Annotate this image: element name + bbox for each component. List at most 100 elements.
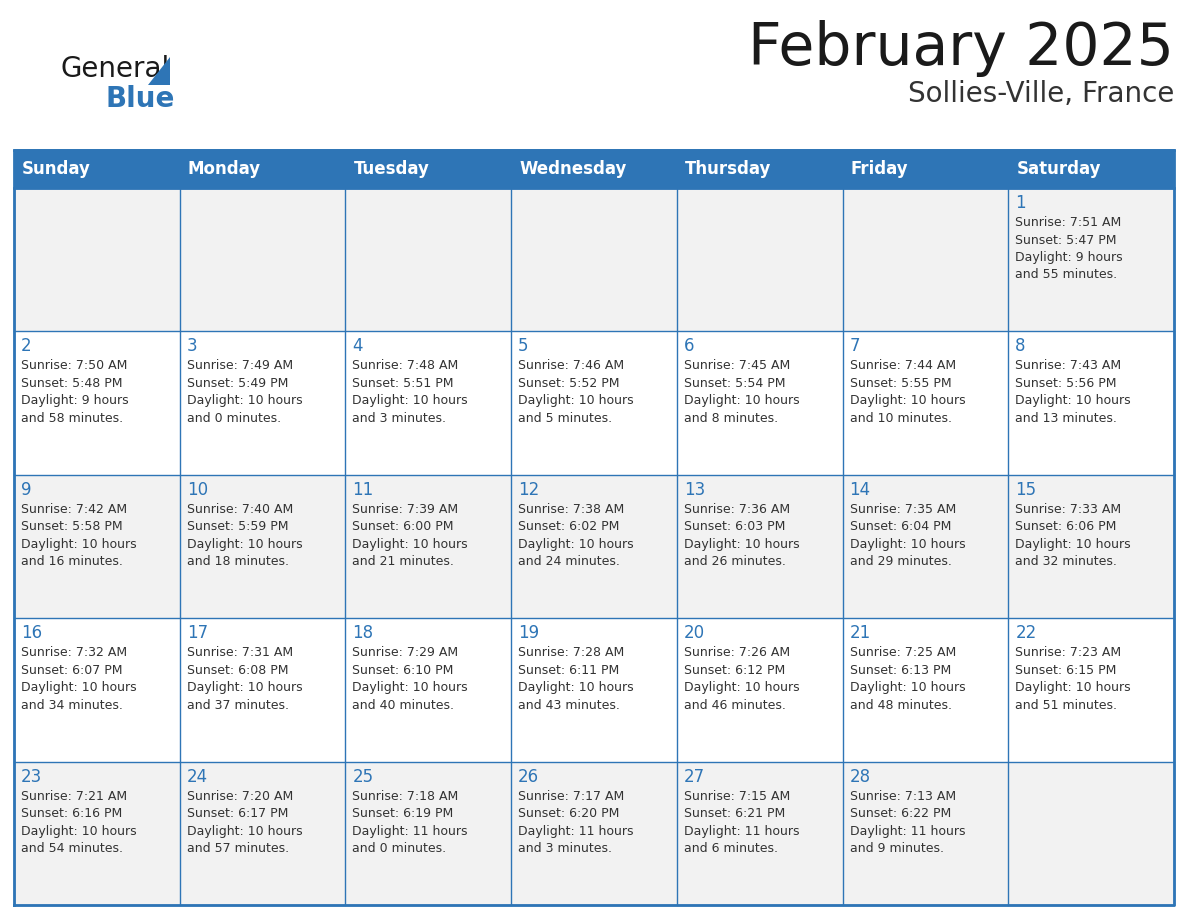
FancyBboxPatch shape (346, 762, 511, 905)
Text: 21: 21 (849, 624, 871, 643)
FancyBboxPatch shape (14, 150, 179, 188)
Text: 12: 12 (518, 481, 539, 498)
FancyBboxPatch shape (677, 762, 842, 905)
Text: 26: 26 (518, 767, 539, 786)
FancyBboxPatch shape (677, 188, 842, 331)
Text: Sunrise: 7:43 AM
Sunset: 5:56 PM
Daylight: 10 hours
and 13 minutes.: Sunrise: 7:43 AM Sunset: 5:56 PM Dayligh… (1016, 360, 1131, 425)
Text: 11: 11 (353, 481, 374, 498)
FancyBboxPatch shape (179, 150, 346, 188)
Text: General: General (61, 55, 169, 83)
FancyBboxPatch shape (842, 618, 1009, 762)
Text: 13: 13 (684, 481, 706, 498)
Text: Sunrise: 7:13 AM
Sunset: 6:22 PM
Daylight: 11 hours
and 9 minutes.: Sunrise: 7:13 AM Sunset: 6:22 PM Dayligh… (849, 789, 965, 855)
Text: Sunday: Sunday (23, 160, 90, 178)
Text: Friday: Friday (851, 160, 908, 178)
FancyBboxPatch shape (511, 188, 677, 331)
Text: Sunrise: 7:20 AM
Sunset: 6:17 PM
Daylight: 10 hours
and 57 minutes.: Sunrise: 7:20 AM Sunset: 6:17 PM Dayligh… (187, 789, 302, 855)
Text: Sunrise: 7:23 AM
Sunset: 6:15 PM
Daylight: 10 hours
and 51 minutes.: Sunrise: 7:23 AM Sunset: 6:15 PM Dayligh… (1016, 646, 1131, 711)
Text: 1: 1 (1016, 194, 1026, 212)
Polygon shape (148, 57, 170, 85)
Text: 14: 14 (849, 481, 871, 498)
Text: Sunrise: 7:38 AM
Sunset: 6:02 PM
Daylight: 10 hours
and 24 minutes.: Sunrise: 7:38 AM Sunset: 6:02 PM Dayligh… (518, 503, 633, 568)
FancyBboxPatch shape (14, 475, 179, 618)
FancyBboxPatch shape (14, 618, 179, 762)
FancyBboxPatch shape (511, 475, 677, 618)
Text: Sunrise: 7:44 AM
Sunset: 5:55 PM
Daylight: 10 hours
and 10 minutes.: Sunrise: 7:44 AM Sunset: 5:55 PM Dayligh… (849, 360, 965, 425)
Text: 28: 28 (849, 767, 871, 786)
Text: Sunrise: 7:31 AM
Sunset: 6:08 PM
Daylight: 10 hours
and 37 minutes.: Sunrise: 7:31 AM Sunset: 6:08 PM Dayligh… (187, 646, 302, 711)
Text: 10: 10 (187, 481, 208, 498)
FancyBboxPatch shape (842, 150, 1009, 188)
Text: Sunrise: 7:48 AM
Sunset: 5:51 PM
Daylight: 10 hours
and 3 minutes.: Sunrise: 7:48 AM Sunset: 5:51 PM Dayligh… (353, 360, 468, 425)
Text: Sunrise: 7:45 AM
Sunset: 5:54 PM
Daylight: 10 hours
and 8 minutes.: Sunrise: 7:45 AM Sunset: 5:54 PM Dayligh… (684, 360, 800, 425)
FancyBboxPatch shape (1009, 188, 1174, 331)
Text: 25: 25 (353, 767, 373, 786)
Text: Sunrise: 7:35 AM
Sunset: 6:04 PM
Daylight: 10 hours
and 29 minutes.: Sunrise: 7:35 AM Sunset: 6:04 PM Dayligh… (849, 503, 965, 568)
Text: Sunrise: 7:18 AM
Sunset: 6:19 PM
Daylight: 11 hours
and 0 minutes.: Sunrise: 7:18 AM Sunset: 6:19 PM Dayligh… (353, 789, 468, 855)
Text: Sunrise: 7:50 AM
Sunset: 5:48 PM
Daylight: 9 hours
and 58 minutes.: Sunrise: 7:50 AM Sunset: 5:48 PM Dayligh… (21, 360, 128, 425)
Text: Sunrise: 7:25 AM
Sunset: 6:13 PM
Daylight: 10 hours
and 48 minutes.: Sunrise: 7:25 AM Sunset: 6:13 PM Dayligh… (849, 646, 965, 711)
Text: Monday: Monday (188, 160, 261, 178)
FancyBboxPatch shape (179, 188, 346, 331)
Text: Blue: Blue (105, 85, 175, 113)
FancyBboxPatch shape (346, 475, 511, 618)
Text: 20: 20 (684, 624, 704, 643)
FancyBboxPatch shape (346, 331, 511, 475)
Text: Sunrise: 7:29 AM
Sunset: 6:10 PM
Daylight: 10 hours
and 40 minutes.: Sunrise: 7:29 AM Sunset: 6:10 PM Dayligh… (353, 646, 468, 711)
Text: Sunrise: 7:28 AM
Sunset: 6:11 PM
Daylight: 10 hours
and 43 minutes.: Sunrise: 7:28 AM Sunset: 6:11 PM Dayligh… (518, 646, 633, 711)
FancyBboxPatch shape (511, 762, 677, 905)
FancyBboxPatch shape (14, 188, 179, 331)
Text: Sollies-Ville, France: Sollies-Ville, France (908, 80, 1174, 108)
FancyBboxPatch shape (677, 150, 842, 188)
Text: Sunrise: 7:39 AM
Sunset: 6:00 PM
Daylight: 10 hours
and 21 minutes.: Sunrise: 7:39 AM Sunset: 6:00 PM Dayligh… (353, 503, 468, 568)
Text: Thursday: Thursday (684, 160, 771, 178)
Text: Wednesday: Wednesday (519, 160, 626, 178)
Text: 17: 17 (187, 624, 208, 643)
FancyBboxPatch shape (511, 331, 677, 475)
FancyBboxPatch shape (179, 331, 346, 475)
FancyBboxPatch shape (14, 331, 179, 475)
Text: 4: 4 (353, 338, 362, 355)
Text: 22: 22 (1016, 624, 1037, 643)
Text: Sunrise: 7:40 AM
Sunset: 5:59 PM
Daylight: 10 hours
and 18 minutes.: Sunrise: 7:40 AM Sunset: 5:59 PM Dayligh… (187, 503, 302, 568)
FancyBboxPatch shape (842, 475, 1009, 618)
Text: 2: 2 (21, 338, 32, 355)
Text: Sunrise: 7:51 AM
Sunset: 5:47 PM
Daylight: 9 hours
and 55 minutes.: Sunrise: 7:51 AM Sunset: 5:47 PM Dayligh… (1016, 216, 1123, 282)
FancyBboxPatch shape (179, 475, 346, 618)
Text: 8: 8 (1016, 338, 1025, 355)
Text: Sunrise: 7:32 AM
Sunset: 6:07 PM
Daylight: 10 hours
and 34 minutes.: Sunrise: 7:32 AM Sunset: 6:07 PM Dayligh… (21, 646, 137, 711)
Text: 27: 27 (684, 767, 704, 786)
Text: 15: 15 (1016, 481, 1036, 498)
FancyBboxPatch shape (1009, 331, 1174, 475)
FancyBboxPatch shape (842, 188, 1009, 331)
Text: February 2025: February 2025 (748, 20, 1174, 77)
FancyBboxPatch shape (346, 188, 511, 331)
Text: Sunrise: 7:46 AM
Sunset: 5:52 PM
Daylight: 10 hours
and 5 minutes.: Sunrise: 7:46 AM Sunset: 5:52 PM Dayligh… (518, 360, 633, 425)
Text: 18: 18 (353, 624, 373, 643)
FancyBboxPatch shape (842, 762, 1009, 905)
FancyBboxPatch shape (179, 618, 346, 762)
Text: 3: 3 (187, 338, 197, 355)
FancyBboxPatch shape (677, 331, 842, 475)
FancyBboxPatch shape (1009, 150, 1174, 188)
FancyBboxPatch shape (511, 150, 677, 188)
Text: Sunrise: 7:26 AM
Sunset: 6:12 PM
Daylight: 10 hours
and 46 minutes.: Sunrise: 7:26 AM Sunset: 6:12 PM Dayligh… (684, 646, 800, 711)
Text: Sunrise: 7:36 AM
Sunset: 6:03 PM
Daylight: 10 hours
and 26 minutes.: Sunrise: 7:36 AM Sunset: 6:03 PM Dayligh… (684, 503, 800, 568)
Text: Sunrise: 7:15 AM
Sunset: 6:21 PM
Daylight: 11 hours
and 6 minutes.: Sunrise: 7:15 AM Sunset: 6:21 PM Dayligh… (684, 789, 800, 855)
FancyBboxPatch shape (14, 762, 179, 905)
Text: 23: 23 (21, 767, 43, 786)
FancyBboxPatch shape (511, 618, 677, 762)
Text: Tuesday: Tuesday (353, 160, 429, 178)
FancyBboxPatch shape (677, 618, 842, 762)
Text: Sunrise: 7:21 AM
Sunset: 6:16 PM
Daylight: 10 hours
and 54 minutes.: Sunrise: 7:21 AM Sunset: 6:16 PM Dayligh… (21, 789, 137, 855)
Text: 16: 16 (21, 624, 42, 643)
Text: Sunrise: 7:49 AM
Sunset: 5:49 PM
Daylight: 10 hours
and 0 minutes.: Sunrise: 7:49 AM Sunset: 5:49 PM Dayligh… (187, 360, 302, 425)
Text: Saturday: Saturday (1016, 160, 1101, 178)
FancyBboxPatch shape (179, 762, 346, 905)
Text: Sunrise: 7:33 AM
Sunset: 6:06 PM
Daylight: 10 hours
and 32 minutes.: Sunrise: 7:33 AM Sunset: 6:06 PM Dayligh… (1016, 503, 1131, 568)
FancyBboxPatch shape (1009, 618, 1174, 762)
Text: 7: 7 (849, 338, 860, 355)
FancyBboxPatch shape (677, 475, 842, 618)
Text: Sunrise: 7:42 AM
Sunset: 5:58 PM
Daylight: 10 hours
and 16 minutes.: Sunrise: 7:42 AM Sunset: 5:58 PM Dayligh… (21, 503, 137, 568)
Text: 6: 6 (684, 338, 694, 355)
